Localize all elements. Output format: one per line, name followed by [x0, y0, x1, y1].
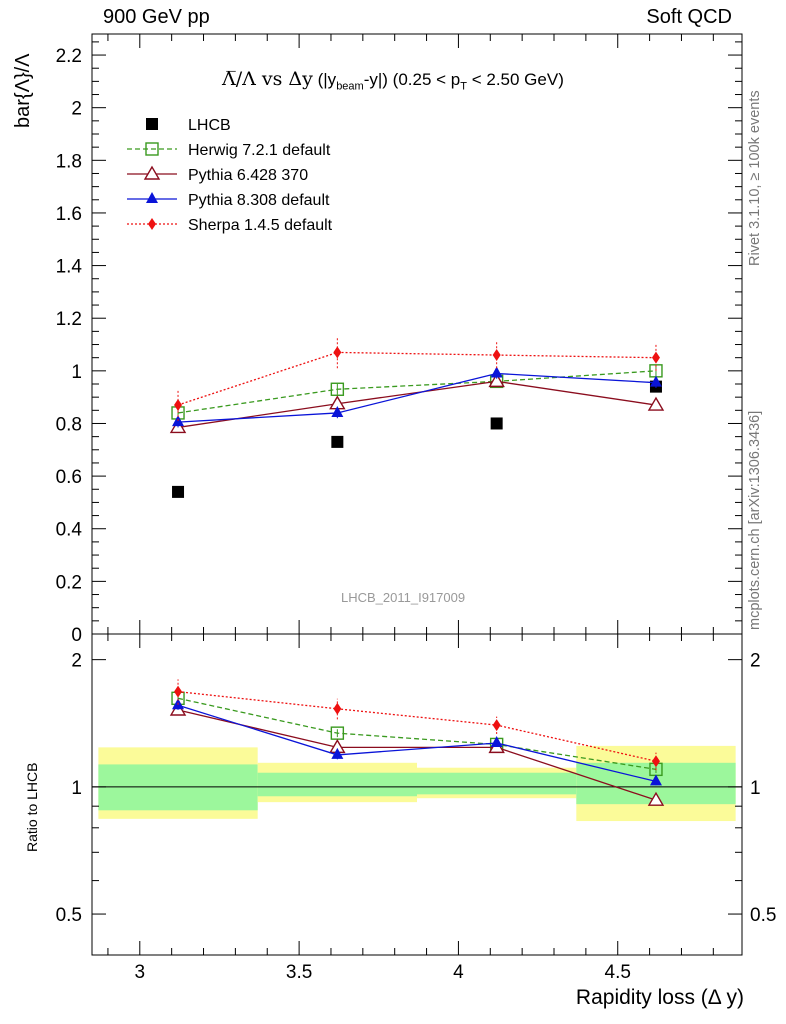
- legend-label: Herwig 7.2.1 default: [188, 142, 331, 159]
- y-tick-label: 1.8: [56, 151, 82, 172]
- data-point: [174, 399, 183, 412]
- legend-marker: [145, 142, 159, 156]
- data-point: [331, 435, 344, 448]
- legend-marker: [143, 165, 161, 180]
- ratio-point: [490, 735, 503, 747]
- title-main: Λ̅/Λ vs Δy: [222, 68, 313, 90]
- ratio-band-inner: [98, 764, 258, 811]
- data-point: [492, 349, 501, 362]
- legend-marker: [146, 118, 158, 130]
- rivet-label: Rivet 3.1.10, ≥ 100k events: [747, 90, 763, 266]
- ratio-tick-label-left: 0.5: [56, 905, 82, 926]
- x-axis-label: Rapidity loss (Δ y): [575, 986, 744, 1009]
- mcplots-label: mcplots.cern.ch [arXiv:1306.3436]: [747, 410, 763, 630]
- ratio-tick-label-right: 2: [750, 651, 761, 672]
- ratio-point: [333, 702, 342, 715]
- legend-item: Pythia 6.428 370: [127, 165, 308, 184]
- data-point: [333, 346, 342, 359]
- legend-item: Sherpa 1.4.5 default: [127, 217, 333, 234]
- chart-title: Λ̅/Λ vs Δy (|ybeam-y|) (0.25 < pT < 2.50…: [222, 68, 564, 92]
- ratio-band-inner: [257, 772, 417, 797]
- x-tick-label: 4.5: [605, 962, 631, 983]
- y-tick-label: 0.2: [56, 572, 82, 593]
- series-pythia-8-308-default: [172, 366, 662, 428]
- legend: LHCB Herwig 7.2.1 default Pythia 6.428 370…: [127, 117, 333, 234]
- data-point: [331, 405, 344, 417]
- data-point: [490, 366, 503, 378]
- ratio-plot-frame: [91, 633, 743, 956]
- legend-label: Pythia 6.428 370: [188, 167, 308, 184]
- y-tick-label: 1: [71, 362, 82, 383]
- series-ratio: [169, 679, 665, 806]
- y-tick-label: 0.8: [56, 414, 82, 435]
- ratio-tick-label-right: 1: [750, 778, 761, 799]
- ratio-series-sherpa-1-4-5-default: [174, 679, 660, 771]
- ratio-point: [331, 747, 344, 759]
- legend-marker: [148, 218, 156, 230]
- title-sub-t: T: [460, 80, 467, 93]
- ratio-point: [647, 791, 665, 806]
- ratio-series-line: [177, 690, 657, 762]
- data-point: [172, 485, 185, 498]
- series-line: [177, 380, 657, 429]
- y-tick-label: 2: [71, 99, 82, 120]
- legend-label: Sherpa 1.4.5 default: [188, 217, 333, 234]
- header-right-label: Soft QCD: [646, 6, 732, 28]
- legend-marker: [146, 192, 158, 203]
- series-main: [169, 336, 665, 498]
- y-tick-label: 1.2: [56, 309, 82, 330]
- legend-label: Pythia 8.308 default: [188, 192, 330, 209]
- ratio-y-axis-label: Ratio to LHCB: [24, 762, 40, 852]
- x-tick-label: 3.5: [286, 962, 312, 983]
- data-point: [330, 382, 345, 396]
- header-left-label: 900 GeV pp: [103, 6, 210, 28]
- series-herwig-7-2-1-default: [171, 364, 663, 420]
- ratio-point: [492, 719, 501, 732]
- y-axis-label: bar{Λ}/Λ: [12, 53, 34, 128]
- y-tick-label: 1.6: [56, 204, 82, 225]
- ratio-bands: [92, 745, 742, 822]
- data-point: [647, 396, 665, 411]
- ratio-series-line: [177, 697, 657, 771]
- series-line: [177, 370, 657, 414]
- data-point: [488, 372, 505, 388]
- series-line: [177, 372, 657, 423]
- analysis-id-label: LHCB_2011_I917009: [341, 590, 466, 605]
- title-pre: (|y: [317, 70, 337, 89]
- title-post: < 2.50 GeV): [467, 70, 564, 89]
- x-tick-label: 3: [135, 962, 146, 983]
- ratio-tick-label-left: 1: [71, 778, 82, 799]
- y-tick-label: 0.4: [56, 520, 83, 541]
- ratio-tick-label-left: 2: [71, 651, 82, 672]
- y-tick-label: 1.4: [56, 257, 83, 278]
- series-lhcb: [172, 380, 662, 498]
- y-tick-label: 2.2: [56, 46, 82, 67]
- ratio-band-inner: [417, 772, 577, 795]
- ratio-tick-label-right: 0.5: [750, 905, 776, 926]
- title-mid: -y|) (0.25 < p: [363, 70, 461, 89]
- legend-label: LHCB: [188, 117, 231, 134]
- data-point: [649, 375, 662, 387]
- y-tick-label: 0: [71, 625, 82, 646]
- x-tick-label: 4: [453, 962, 464, 983]
- legend-item: Herwig 7.2.1 default: [127, 142, 331, 159]
- title-sub-beam: beam: [336, 80, 364, 93]
- ratio-series-line: [177, 709, 657, 801]
- ratio-point: [174, 685, 183, 698]
- data-point: [651, 351, 660, 364]
- ratio-point: [649, 774, 662, 786]
- ratio-point: [651, 755, 660, 768]
- legend-item: Pythia 8.308 default: [127, 192, 330, 209]
- data-point: [490, 417, 503, 430]
- tick-labels: 3 3.5 4 4.5 0 0.2 0.4 0.6 0.8 1 1.2 1.4 1.6 1.8 2 2.2 0.…: [56, 46, 777, 983]
- y-tick-label: 0.6: [56, 467, 82, 488]
- series-sherpa-1-4-5-default: [174, 336, 660, 421]
- ratio-series-line: [177, 704, 657, 783]
- legend-item: LHCB: [146, 117, 231, 134]
- axis-ticks: [92, 34, 742, 955]
